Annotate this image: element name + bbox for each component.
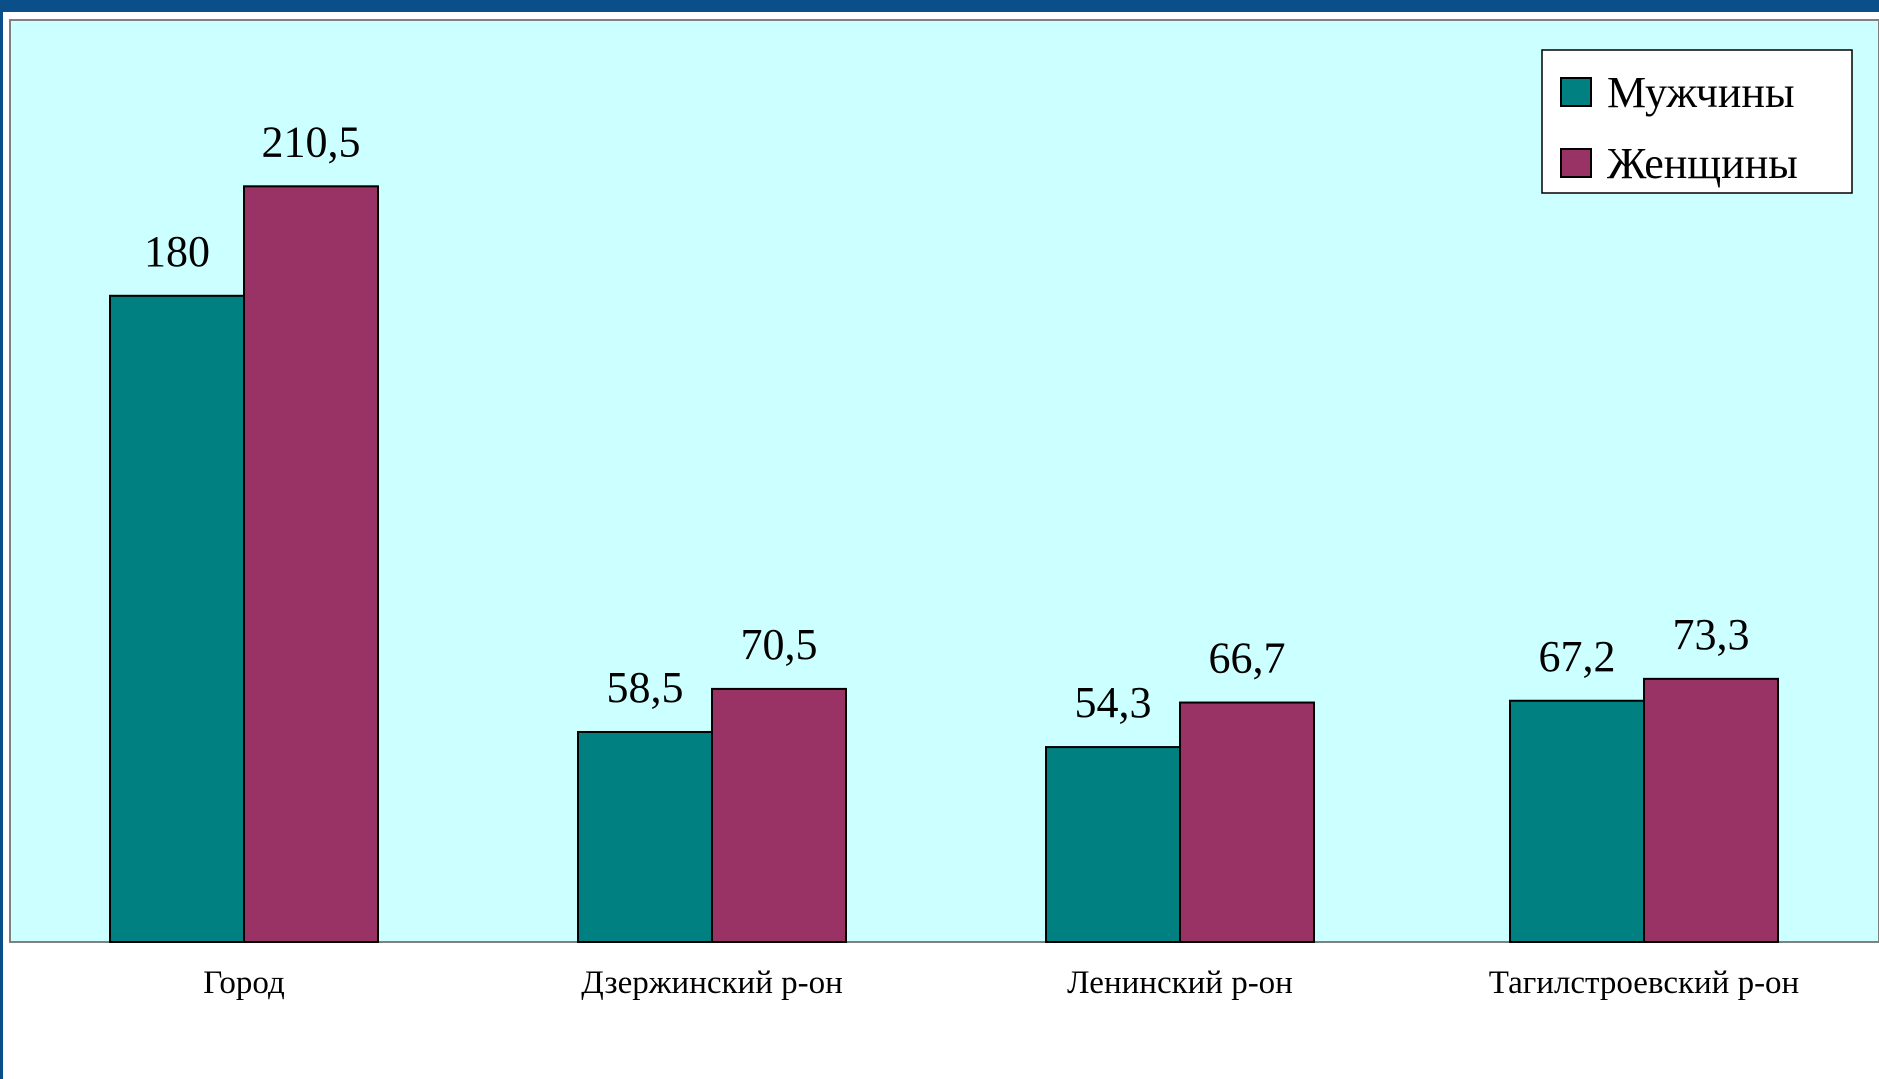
- bar-women-3: [1643, 677, 1779, 944]
- bar-women-0: [243, 185, 379, 943]
- top-frame-band: [0, 0, 1879, 12]
- value-label-men-0: 180: [144, 227, 210, 276]
- category-labels-group: Город Дзержинский р-он Ленинский р-он Тагил…: [203, 965, 1799, 1001]
- value-labels-group: 180 210,5 58,5 70,5 54,3 66,7 67,2 73,3: [144, 117, 1750, 727]
- bar-men-2: [1045, 746, 1181, 943]
- bar-women-2: [1179, 701, 1315, 943]
- legend-swatch-women: [1560, 148, 1592, 178]
- legend-label-men: Мужчины: [1607, 68, 1795, 117]
- bar-men-0: [109, 294, 245, 943]
- left-frame-edge: [0, 0, 3, 1079]
- value-label-men-2: 54,3: [1075, 678, 1152, 727]
- legend-label-women: Женщины: [1607, 139, 1798, 188]
- value-label-men-1: 58,5: [607, 663, 684, 712]
- category-label-0: Город: [203, 965, 285, 1001]
- legend-box: [1541, 49, 1853, 194]
- value-label-women-0: 210,5: [262, 117, 361, 166]
- category-label-3: Тагилстроевский р-он: [1489, 965, 1799, 1001]
- bar-men-3: [1509, 699, 1645, 944]
- value-label-women-1: 70,5: [741, 620, 818, 669]
- bar-men-1: [577, 730, 713, 943]
- category-label-1: Дзержинский р-он: [581, 965, 843, 1001]
- legend-swatch-men: [1560, 77, 1592, 107]
- value-label-women-3: 73,3: [1673, 610, 1750, 659]
- bar-women-1: [711, 687, 847, 944]
- value-label-men-3: 67,2: [1539, 632, 1616, 681]
- bars-group: [109, 185, 1779, 944]
- value-label-women-2: 66,7: [1209, 634, 1286, 683]
- category-label-2: Ленинский р-он: [1067, 965, 1293, 1001]
- legend: Мужчины Женщины: [1541, 49, 1853, 194]
